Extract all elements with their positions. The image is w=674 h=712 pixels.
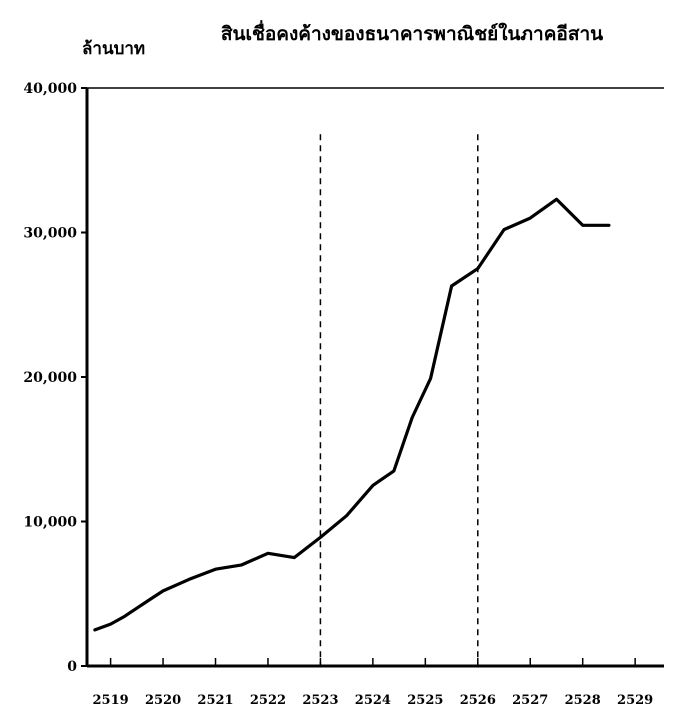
y-tick-label: 20,000 (23, 370, 77, 386)
y-axis-label: ล้านบาท (82, 39, 145, 59)
y-tick-label: 30,000 (23, 226, 77, 242)
y-tick-label: 40,000 (23, 81, 77, 97)
x-tick-label: 2522 (250, 693, 286, 708)
x-tick-label: 2521 (197, 693, 233, 708)
series-group (93, 197, 611, 632)
reference-lines (319, 134, 479, 666)
y-tick-label: 10,000 (23, 515, 77, 531)
x-tick-label: 2525 (407, 693, 443, 708)
y-ticks: 0 10,000 20,000 30,000 40,000 (23, 81, 87, 675)
x-tick-label: 2519 (93, 693, 129, 708)
chart-title: สินเชื่อคงค้างของธนาคารพาณิชย์ในภาคอีสาน (221, 20, 603, 45)
x-tick-label: 2526 (460, 693, 496, 708)
x-tick-label: 2527 (512, 693, 548, 708)
x-tick-label: 2520 (145, 693, 181, 708)
x-tick-label: 2529 (617, 693, 653, 708)
x-tick-label: 2524 (355, 693, 391, 708)
x-tick-label: 2528 (565, 693, 601, 708)
x-ticks: 2519 2520 2521 2522 2523 2524 2525 2526 2527 2528… (93, 658, 653, 708)
x-tick-label: 2523 (302, 693, 338, 708)
y-tick-label: 0 (67, 659, 77, 675)
series-line (93, 197, 611, 632)
